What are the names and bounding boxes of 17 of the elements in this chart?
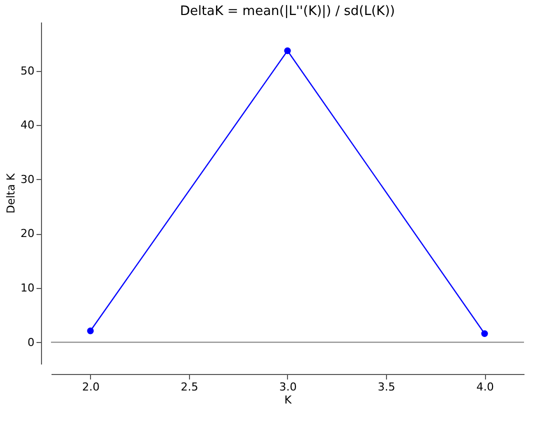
x-axis-title: K [284,394,292,406]
x-tick-label: 4.0 [476,380,494,394]
y-axis-title: Delta K [4,172,18,214]
y-tick-label: 30 [20,172,34,186]
x-tick-label: 2.0 [82,380,100,394]
point [284,47,291,54]
y-tick-label: 40 [20,118,34,132]
x-tick-label: 2.5 [180,380,198,394]
point [481,330,488,337]
point [87,328,94,334]
y-tick-label: 50 [20,64,34,78]
y-tick-label: 10 [20,282,34,294]
y-tick-label: 20 [20,227,34,240]
x-tick-label: 3.0 [279,380,297,394]
x-tick-label: 3.5 [378,380,396,394]
y-tick-label: 0 [28,336,34,349]
chart-title: DeltaK = mean(|L''(K)|) / sd(L(K)) [180,4,395,19]
